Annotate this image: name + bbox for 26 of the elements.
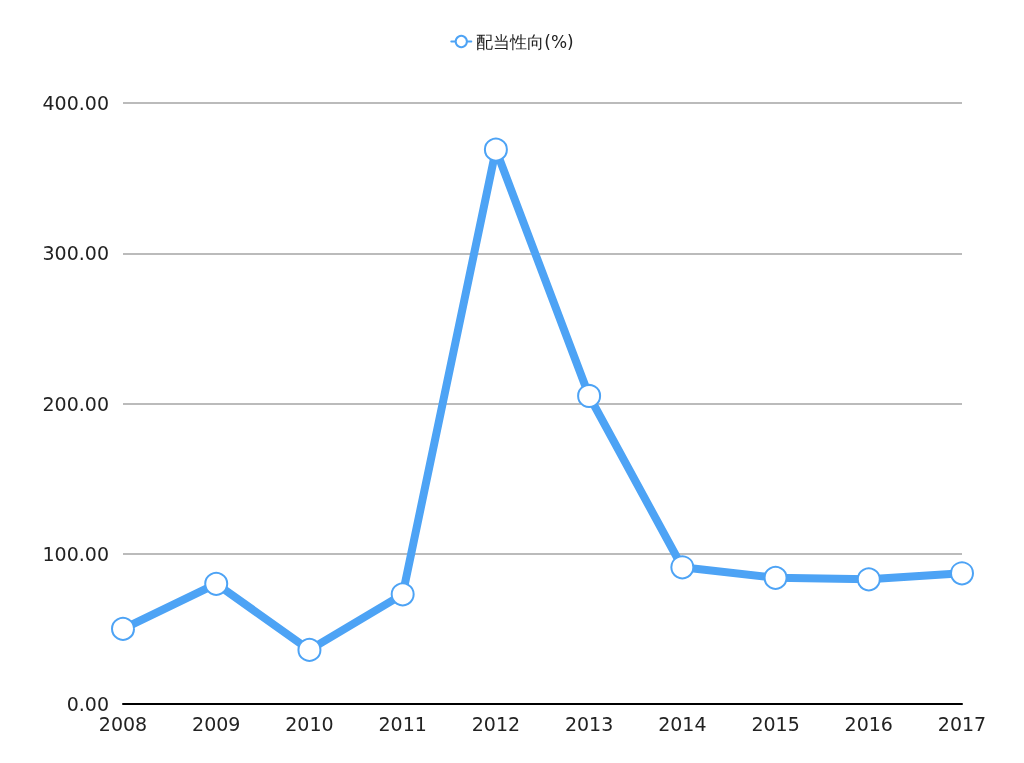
x-tick-label: 2011 — [378, 712, 427, 735]
point — [670, 555, 695, 580]
point — [856, 567, 881, 592]
point — [204, 571, 229, 596]
x-tick-label: 2015 — [751, 712, 800, 735]
x-tick-label: 2009 — [192, 712, 241, 735]
x-tick-label: 2008 — [98, 712, 148, 735]
point — [297, 637, 322, 662]
point — [390, 582, 415, 607]
y-tick-label: 200.00 — [42, 392, 109, 415]
x-tick-label: 2014 — [658, 712, 707, 735]
x-tick-label: 2012 — [471, 712, 521, 735]
y-tick-label: 400.00 — [42, 92, 109, 114]
point — [483, 137, 508, 162]
y-tick-label: 100.00 — [42, 542, 109, 565]
point — [577, 383, 602, 408]
legend-label: 配当性向(%) — [476, 31, 574, 52]
x-tick-label: 2010 — [285, 712, 334, 735]
x-tick-label: 2013 — [564, 712, 614, 735]
y-tick-label: 300.00 — [42, 242, 109, 265]
point — [950, 561, 974, 586]
y-tick-label: 0.00 — [66, 693, 109, 715]
point — [111, 616, 135, 641]
x-tick-label: 2016 — [844, 712, 893, 735]
point — [763, 565, 788, 590]
x-tick-label: 2017 — [937, 712, 987, 735]
